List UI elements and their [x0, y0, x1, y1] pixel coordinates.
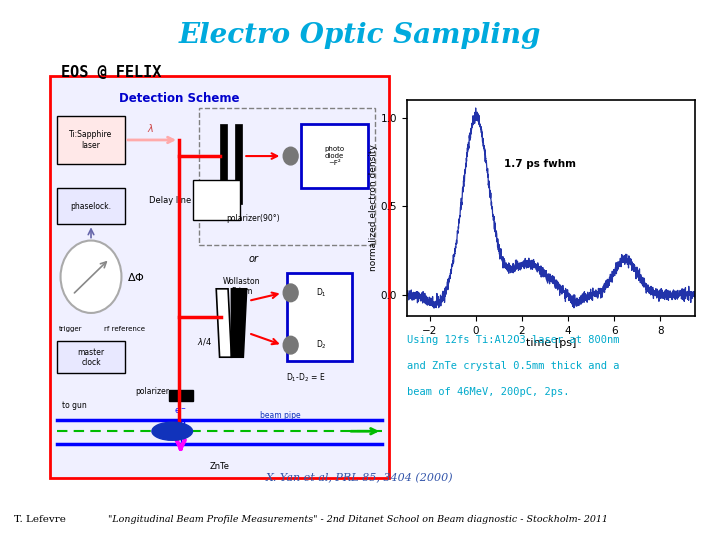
X-axis label: time [ps]: time [ps] [526, 339, 576, 348]
Text: Ti:Sapphire
laser: Ti:Sapphire laser [69, 130, 112, 150]
Text: $\Delta\Phi$: $\Delta\Phi$ [127, 271, 144, 283]
Text: EOS @ FELIX: EOS @ FELIX [61, 65, 161, 80]
Circle shape [60, 240, 122, 313]
Text: D$_1$: D$_1$ [315, 287, 327, 299]
Text: and ZnTe crystal 0.5mm thick and a: and ZnTe crystal 0.5mm thick and a [407, 361, 619, 371]
Text: D$_1$-D$_2$ = E: D$_1$-D$_2$ = E [286, 372, 325, 384]
Text: phaselock.: phaselock. [71, 202, 112, 211]
Text: Using 12fs Ti:Al2O3 laser at 800nm: Using 12fs Ti:Al2O3 laser at 800nm [407, 335, 619, 345]
Circle shape [283, 284, 298, 302]
Y-axis label: normalized electron density: normalized electron density [369, 145, 378, 271]
Text: Wollaston
Prism: Wollaston Prism [223, 276, 261, 296]
Text: trigger: trigger [59, 326, 83, 332]
Text: T. Lefevre: T. Lefevre [14, 515, 66, 524]
Text: polarizer(90°): polarizer(90°) [227, 214, 280, 224]
Bar [199, 108, 375, 245]
Text: e$^-$: e$^-$ [174, 407, 187, 416]
Circle shape [283, 147, 298, 165]
Polygon shape [216, 289, 231, 357]
Bar [168, 390, 192, 401]
Bar [287, 273, 351, 361]
Text: photo
diode
~F²: photo diode ~F² [325, 146, 345, 166]
Text: Delay line: Delay line [148, 196, 191, 205]
Text: "Longitudinal Beam Profile Measurements" - 2nd Ditanet School on Beam diagnostic: "Longitudinal Beam Profile Measurements"… [108, 515, 608, 524]
Text: beam pipe: beam pipe [260, 411, 301, 420]
Bar [235, 124, 242, 204]
Circle shape [283, 336, 298, 354]
Text: ZnTe: ZnTe [210, 462, 230, 471]
Bar [301, 124, 369, 188]
Bar [57, 188, 125, 225]
Text: Electro Optic Sampling: Electro Optic Sampling [179, 22, 541, 49]
Text: or: or [248, 254, 258, 264]
Text: polarizer: polarizer [135, 387, 169, 396]
Bar [192, 180, 240, 220]
Text: $\lambda/4$: $\lambda/4$ [197, 336, 212, 347]
Bar [57, 341, 125, 373]
Bar [220, 124, 227, 204]
Text: $\lambda$: $\lambda$ [147, 122, 154, 134]
Bar [57, 116, 125, 164]
Text: beam of 46MeV, 200pC, 2ps.: beam of 46MeV, 200pC, 2ps. [407, 387, 570, 397]
Text: 1.7 ps fwhm: 1.7 ps fwhm [503, 159, 575, 169]
Text: rf reference: rf reference [104, 326, 145, 332]
Text: X. Yan et al, PRL 85, 3404 (2000): X. Yan et al, PRL 85, 3404 (2000) [266, 472, 454, 483]
Text: D$_2$: D$_2$ [315, 339, 327, 352]
Text: Detection Scheme: Detection Scheme [119, 92, 239, 105]
Text: master
clock: master clock [78, 348, 104, 367]
Text: to gun: to gun [62, 401, 86, 410]
Polygon shape [231, 289, 247, 357]
Ellipse shape [152, 422, 192, 440]
